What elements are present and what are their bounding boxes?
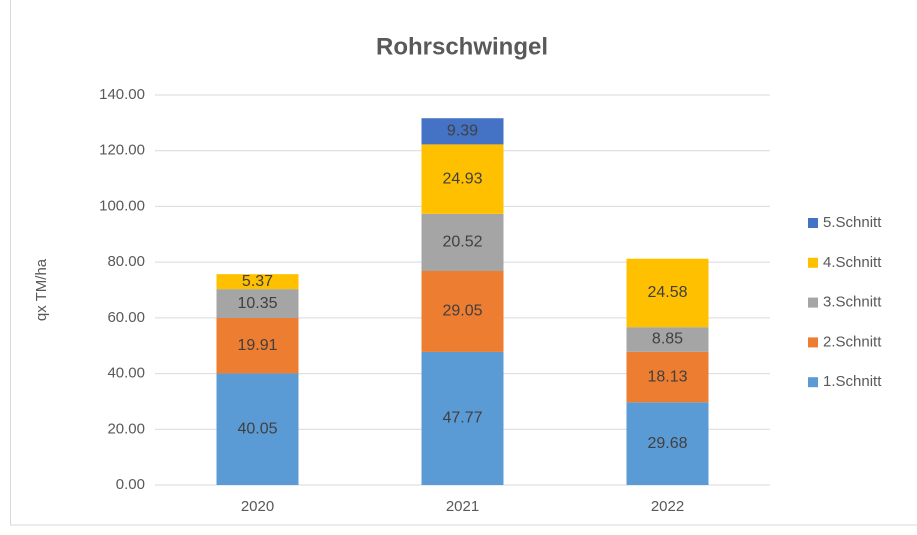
x-tick-label: 2020 — [241, 498, 274, 515]
bar-segment — [421, 213, 504, 272]
bar-segment — [421, 271, 504, 352]
data-label: 10.35 — [237, 295, 277, 312]
bar-segment — [421, 144, 504, 214]
legend-swatch — [808, 337, 818, 348]
y-tick-label: 60.00 — [107, 309, 145, 326]
legend-label: 4.Schnitt — [823, 254, 882, 271]
bar-segment — [626, 327, 709, 352]
legend-label: 1.Schnitt — [823, 373, 882, 390]
chart-border — [10, 0, 917, 526]
data-label: 5.37 — [242, 273, 273, 290]
x-tick-label: 2022 — [651, 498, 684, 515]
y-tick-label: 40.00 — [107, 365, 145, 382]
data-label: 20.52 — [442, 234, 482, 251]
legend-label: 2.Schnitt — [823, 333, 882, 350]
bar-segment — [626, 402, 709, 485]
data-label: 24.58 — [647, 284, 687, 301]
y-tick-label: 80.00 — [107, 253, 145, 270]
y-tick-label: 20.00 — [107, 420, 145, 437]
y-tick-label: 0.00 — [116, 476, 145, 493]
data-label: 18.13 — [647, 368, 687, 385]
x-tick-label: 2021 — [446, 498, 479, 515]
bar-segment — [216, 289, 299, 318]
y-tick-label: 140.00 — [99, 86, 145, 103]
legend-swatch — [808, 377, 818, 388]
legend-label: 5.Schnitt — [823, 214, 882, 231]
data-label: 8.85 — [652, 331, 683, 348]
legend-swatch — [808, 257, 818, 268]
data-label: 29.68 — [647, 435, 687, 452]
bar-segment — [216, 373, 299, 485]
y-axis-label: qx TM/ha — [33, 258, 50, 321]
legend-swatch — [808, 218, 818, 228]
data-label: 19.91 — [237, 337, 277, 354]
data-label: 24.93 — [442, 170, 482, 187]
y-tick-label: 100.00 — [99, 197, 145, 214]
chart-title: Rohrschwingel — [376, 33, 548, 60]
bar-segment — [216, 317, 299, 374]
data-label: 9.39 — [447, 123, 478, 140]
data-label: 29.05 — [442, 303, 482, 320]
data-label: 40.05 — [237, 420, 277, 437]
legend-label: 3.Schnitt — [823, 294, 882, 311]
y-tick-label: 120.00 — [99, 142, 145, 159]
bar-segment — [421, 351, 504, 485]
legend-swatch — [808, 297, 818, 308]
bar-segment — [626, 351, 709, 403]
bar-segment — [626, 258, 709, 328]
data-label: 47.77 — [442, 410, 482, 427]
bar-segment — [421, 118, 504, 145]
bar-segment — [216, 274, 299, 290]
